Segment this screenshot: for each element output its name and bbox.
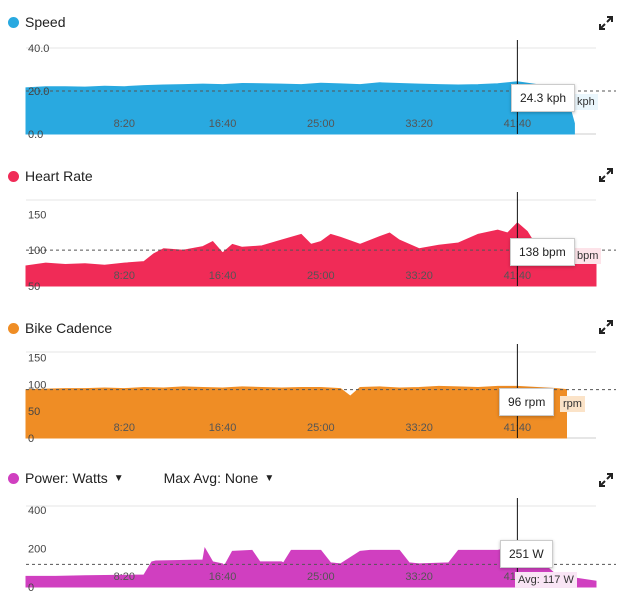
y-tick-label: 20.0 bbox=[28, 86, 49, 98]
power-metric-dropdown[interactable]: Power: Watts ▼ bbox=[25, 470, 124, 486]
max-avg-dropdown[interactable]: Max Avg: None ▼ bbox=[164, 470, 275, 486]
bike-cadence-tooltip: 96 rpm bbox=[499, 388, 555, 416]
power-title: Power: Watts ▼ Max Avg: None ▼ bbox=[8, 470, 274, 486]
speed-title: Speed bbox=[8, 14, 65, 30]
y-tick-label: 50 bbox=[28, 406, 40, 418]
heart-rate-panel: Heart Rate 50 100 150 8:20 16:40 25:00 33:20 41… bbox=[0, 152, 627, 302]
x-tick-label: 8:20 bbox=[114, 422, 135, 434]
y-tick-label: 50 bbox=[28, 281, 40, 293]
y-tick-label: 200 bbox=[28, 543, 46, 555]
y-tick-label: 150 bbox=[28, 352, 46, 364]
heart-rate-unit-tag: bpm bbox=[574, 248, 602, 264]
expand-icon[interactable] bbox=[599, 473, 613, 487]
expand-icon[interactable] bbox=[599, 16, 613, 30]
x-tick-label: 8:20 bbox=[114, 270, 135, 282]
bike-cadence-panel: Bike Cadence 0 50 100 150 8:20 16:40 25:00 33:2… bbox=[0, 304, 627, 454]
power-avg-label: Avg: 117 W bbox=[515, 572, 577, 588]
power-panel: Power: Watts ▼ Max Avg: None ▼ 0 200 400 8:… bbox=[0, 456, 627, 603]
y-tick-label: 40.0 bbox=[28, 43, 49, 55]
y-tick-label: 0.0 bbox=[28, 129, 43, 141]
x-tick-label: 33:20 bbox=[405, 422, 433, 434]
speed-panel: Speed 0.0 20.0 40.0 8:20 16:40 25:00 33:20 41:4… bbox=[0, 0, 627, 150]
heart-rate-legend-dot bbox=[8, 170, 19, 182]
x-tick-label: 33:20 bbox=[405, 270, 433, 282]
series-area bbox=[25, 81, 575, 135]
heart-rate-title-label: Heart Rate bbox=[25, 168, 93, 184]
bike-cadence-title-label: Bike Cadence bbox=[25, 320, 113, 336]
x-tick-label: 8:20 bbox=[114, 118, 135, 130]
x-tick-label: 16:40 bbox=[209, 571, 237, 583]
x-tick-label: 8:20 bbox=[114, 571, 135, 583]
x-tick-label: 33:20 bbox=[405, 571, 433, 583]
power-legend-dot bbox=[8, 472, 19, 484]
series-area bbox=[25, 385, 567, 439]
speed-tooltip: 24.3 kph bbox=[511, 84, 576, 112]
x-tick-label: 16:40 bbox=[209, 422, 237, 434]
y-tick-label: 150 bbox=[28, 209, 46, 221]
y-tick-label: 0 bbox=[28, 582, 34, 594]
max-avg-label: Max Avg: None bbox=[163, 470, 259, 486]
x-tick-label: 16:40 bbox=[209, 118, 237, 130]
bike-cadence-legend-dot bbox=[8, 322, 19, 334]
x-tick-label: 25:00 bbox=[307, 422, 335, 434]
expand-icon[interactable] bbox=[599, 168, 613, 182]
expand-icon[interactable] bbox=[599, 320, 613, 334]
speed-chart[interactable]: 0.020.040.08:20 16:40 25:00 33:20 41:40 bbox=[0, 0, 627, 150]
heart-rate-title: Heart Rate bbox=[8, 168, 93, 184]
x-tick-label: 25:00 bbox=[307, 118, 335, 130]
power-metric-label: Power: Watts bbox=[25, 470, 108, 486]
power-tooltip: 251 W bbox=[500, 540, 553, 568]
x-tick-label: 25:00 bbox=[307, 270, 335, 282]
bike-cadence-title: Bike Cadence bbox=[8, 320, 112, 336]
chevron-down-icon: ▼ bbox=[264, 472, 275, 484]
y-tick-label: 400 bbox=[28, 505, 46, 517]
heart-rate-tooltip: 138 bpm bbox=[510, 238, 575, 266]
chevron-down-icon: ▼ bbox=[113, 472, 124, 484]
speed-legend-dot bbox=[8, 16, 19, 28]
y-tick-label: 0 bbox=[28, 433, 34, 445]
series-area bbox=[25, 222, 597, 287]
y-tick-label: 100 bbox=[28, 245, 46, 257]
speed-unit-tag: kph bbox=[574, 94, 598, 110]
x-tick-label: 33:20 bbox=[405, 118, 433, 130]
x-tick-label: 16:40 bbox=[209, 270, 237, 282]
bike-cadence-unit-tag: rpm bbox=[560, 396, 585, 412]
speed-title-label: Speed bbox=[25, 14, 66, 30]
y-tick-label: 100 bbox=[28, 379, 46, 391]
x-tick-label: 25:00 bbox=[307, 571, 335, 583]
